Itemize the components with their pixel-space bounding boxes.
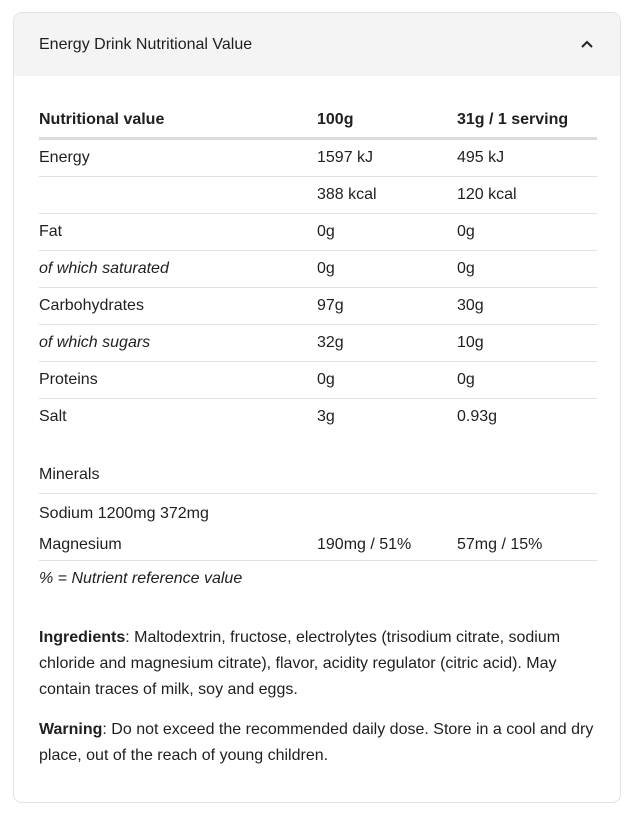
value-100g: 97g bbox=[317, 297, 344, 314]
column-header: 100g bbox=[317, 111, 354, 128]
row-label: Energy bbox=[39, 149, 90, 166]
table-row: Energy 1597 kJ 495 kJ bbox=[39, 140, 597, 177]
table-row: 388 kcal 120 kcal bbox=[39, 177, 597, 214]
value-serving: 0g bbox=[457, 260, 475, 277]
value-100g: 0g bbox=[317, 371, 335, 388]
value-serving: 120 kcal bbox=[457, 186, 517, 203]
magnesium-per100: 190mg / 51% bbox=[317, 535, 412, 553]
magnesium-row: Magnesium 190mg / 51% 57mg / 15% bbox=[39, 529, 597, 560]
nutrition-accordion: Energy Drink Nutritional Value Nutrition… bbox=[13, 12, 621, 803]
accordion-header[interactable]: Energy Drink Nutritional Value bbox=[14, 13, 620, 76]
value-100g: 0g bbox=[317, 260, 335, 277]
value-serving: 495 kJ bbox=[457, 149, 505, 166]
ingredients-text: : Maltodextrin, fructose, electrolytes (… bbox=[39, 629, 561, 698]
value-serving: 30g bbox=[457, 297, 484, 314]
row-label: Proteins bbox=[39, 371, 98, 388]
ingredients-label: Ingredients bbox=[39, 629, 126, 646]
row-label: of which saturated bbox=[39, 260, 169, 277]
table-row: of which saturated 0g 0g bbox=[39, 251, 597, 288]
table-row: Carbohydrates 97g 30g bbox=[39, 288, 597, 325]
table-header: Nutritional value 100g 31g / 1 serving bbox=[39, 103, 597, 140]
magnesium-serving: 57mg / 15% bbox=[457, 535, 543, 553]
nrv-note: % = Nutrient reference value bbox=[39, 560, 597, 597]
value-serving: 0.93g bbox=[457, 408, 498, 425]
table-row: Proteins 0g 0g bbox=[39, 362, 597, 399]
value-serving: 0g bbox=[457, 223, 475, 240]
accordion-title: Energy Drink Nutritional Value bbox=[39, 36, 253, 53]
value-serving: 10g bbox=[457, 334, 484, 351]
value-serving: 0g bbox=[457, 371, 475, 388]
minerals-heading: Minerals bbox=[39, 457, 597, 494]
warning-text: : Do not exceed the recommended daily do… bbox=[39, 721, 594, 764]
column-header: Nutritional value bbox=[39, 111, 165, 128]
warning: Warning: Do not exceed the recommended d… bbox=[39, 717, 597, 769]
magnesium-label: Magnesium bbox=[39, 535, 122, 553]
chevron-up-icon[interactable] bbox=[580, 37, 594, 51]
table-row: Fat 0g 0g bbox=[39, 214, 597, 251]
row-label: Fat bbox=[39, 223, 63, 240]
value-100g: 0g bbox=[317, 223, 335, 240]
row-label: Salt bbox=[39, 408, 67, 425]
row-label: Carbohydrates bbox=[39, 297, 144, 314]
value-100g: 1597 kJ bbox=[317, 149, 374, 166]
accordion-content: Nutritional value 100g 31g / 1 serving E… bbox=[39, 103, 597, 769]
value-100g: 3g bbox=[317, 408, 335, 425]
ingredients: Ingredients: Maltodextrin, fructose, ele… bbox=[39, 625, 597, 703]
table-row: Salt 3g 0.93g bbox=[39, 399, 597, 435]
row-label: of which sugars bbox=[39, 334, 151, 351]
column-header: 31g / 1 serving bbox=[457, 111, 569, 128]
value-100g: 388 kcal bbox=[317, 186, 377, 203]
table-row: of which sugars 32g 10g bbox=[39, 325, 597, 362]
warning-label: Warning bbox=[39, 721, 103, 738]
sodium-row: Sodium 1200mg 372mg bbox=[39, 504, 209, 522]
value-100g: 32g bbox=[317, 334, 344, 351]
